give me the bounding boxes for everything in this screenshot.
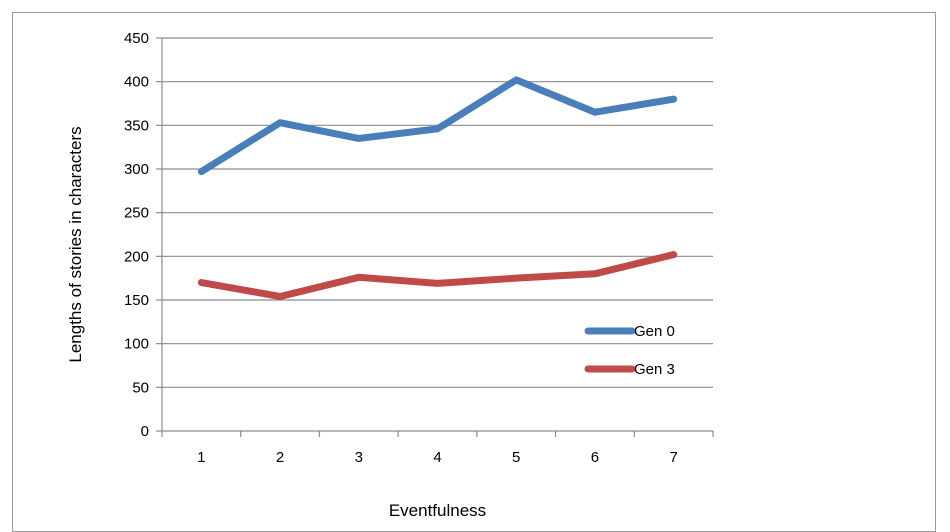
x-tick-label: 6	[591, 449, 599, 466]
y-tick-label: 200	[124, 248, 149, 265]
y-tick-label: 50	[132, 379, 149, 396]
y-tick-label: 300	[124, 161, 149, 178]
y-tick-label: 450	[124, 30, 149, 47]
x-tick-label: 5	[512, 449, 520, 466]
y-tick-label: 0	[141, 423, 149, 440]
x-tick-label: 2	[276, 449, 284, 466]
chart-frame	[12, 12, 936, 532]
legend-label: Gen 3	[634, 361, 675, 378]
legend-label: Gen 0	[634, 323, 675, 340]
series-line-gen-3	[197, 251, 678, 301]
series-lines	[197, 76, 678, 301]
axes: 0 50 100 150 200 250 300 350 400 450 1 2 3 4 5 6 7	[124, 30, 714, 466]
x-tick-label: 1	[197, 449, 205, 466]
y-tick-label: 100	[124, 336, 149, 353]
series-line-gen-0	[197, 76, 678, 176]
y-axis-title: Lengths of stories in characters	[66, 126, 85, 362]
x-axis-title: Eventfulness	[389, 501, 486, 520]
legend: Gen 0 Gen 3	[584, 323, 675, 378]
y-tick-label: 350	[124, 117, 149, 134]
x-tick-label: 3	[355, 449, 363, 466]
y-tick-label: 250	[124, 205, 149, 222]
y-tick-label: 400	[124, 74, 149, 91]
gridlines	[162, 37, 713, 388]
x-tick-label: 7	[669, 449, 677, 466]
y-tick-label: 150	[124, 292, 149, 309]
x-tick-label: 4	[433, 449, 441, 466]
